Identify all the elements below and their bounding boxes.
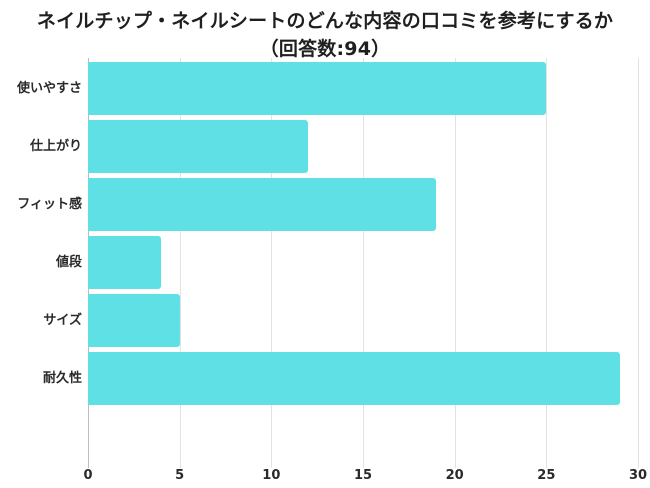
gridline (638, 58, 639, 468)
chart-title-line1: ネイルチップ・ネイルシートのどんな内容の口コミを参考にするか (36, 10, 614, 32)
y-category-label: サイズ (43, 313, 82, 328)
bar (88, 178, 437, 231)
bar (88, 294, 180, 347)
x-tick-label: 25 (537, 468, 556, 483)
bar (88, 352, 620, 405)
x-tick-label: 5 (175, 468, 185, 483)
chart-title-line2: （回答数:94） (259, 38, 391, 60)
y-category-label: 使いやすさ (16, 81, 82, 96)
plot-area (88, 58, 639, 468)
x-tick-label: 20 (445, 468, 464, 483)
x-tick-label: 15 (353, 468, 373, 483)
x-tick-label: 30 (628, 468, 648, 483)
gridline (546, 58, 548, 468)
gridline (179, 58, 181, 468)
gridline (271, 58, 273, 468)
bar (88, 236, 162, 289)
bar (88, 120, 308, 173)
x-tick-label: 10 (262, 468, 281, 483)
y-category-label: 値段 (55, 255, 82, 270)
y-category-label: フィット感 (17, 197, 82, 212)
bar (88, 62, 547, 115)
x-tick-label: 0 (83, 468, 93, 483)
y-category-label: 耐久性 (42, 371, 82, 386)
gridline (363, 58, 364, 468)
y-category-label: 仕上がり (29, 139, 82, 154)
gridline (454, 58, 456, 468)
